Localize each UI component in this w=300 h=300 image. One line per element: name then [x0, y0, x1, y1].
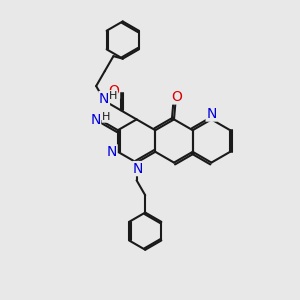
Text: N: N [90, 113, 100, 127]
Text: N: N [107, 145, 117, 159]
Text: H: H [109, 91, 117, 100]
Text: O: O [109, 84, 119, 98]
Text: N: N [206, 107, 217, 121]
Text: H: H [102, 112, 111, 122]
Text: N: N [99, 92, 110, 106]
Text: O: O [172, 90, 182, 104]
Text: N: N [133, 162, 143, 176]
